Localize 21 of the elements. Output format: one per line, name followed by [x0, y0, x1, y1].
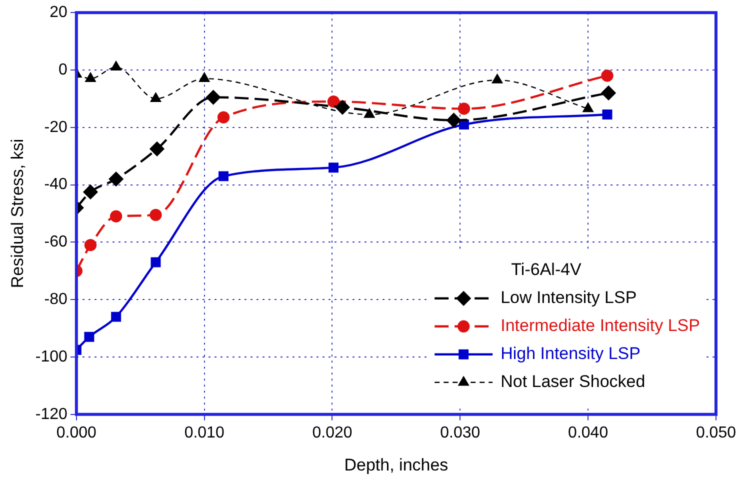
y-tick-label: 20	[50, 4, 68, 22]
legend-label: High Intensity LSP	[500, 344, 640, 364]
y-tick-label: -20	[44, 118, 68, 136]
x-axis-title: Depth, inches	[344, 455, 448, 474]
x-tick-label: 0.020	[312, 424, 352, 442]
y-tick-label: -60	[44, 234, 68, 251]
legend-label: Not Laser Shocked	[500, 372, 646, 392]
y-tick-label: -80	[44, 291, 68, 308]
y-tick-label: -40	[44, 176, 68, 194]
x-tick-label: 0.050	[696, 424, 736, 442]
y-tick-label: 0	[58, 61, 68, 78]
x-tick-label: 0.000	[56, 424, 97, 442]
legend-label: Low Intensity LSP	[500, 288, 637, 308]
x-tick-label: 0.010	[184, 424, 224, 442]
legend-label: Intermediate Intensity LSP	[500, 316, 700, 336]
x-tick-label: 0.040	[568, 424, 608, 442]
x-tick-label: 0.030	[440, 424, 480, 442]
y-tick-label: -100	[35, 348, 68, 366]
y-axis-title: Residual Stress, ksi	[8, 138, 27, 288]
y-tick-label: -120	[35, 406, 68, 423]
annotation: Ti-6Al-4V	[511, 260, 582, 280]
